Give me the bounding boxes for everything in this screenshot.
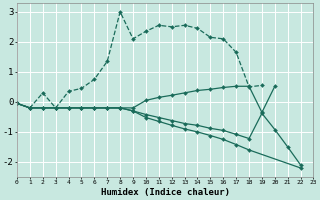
- X-axis label: Humidex (Indice chaleur): Humidex (Indice chaleur): [101, 188, 230, 197]
